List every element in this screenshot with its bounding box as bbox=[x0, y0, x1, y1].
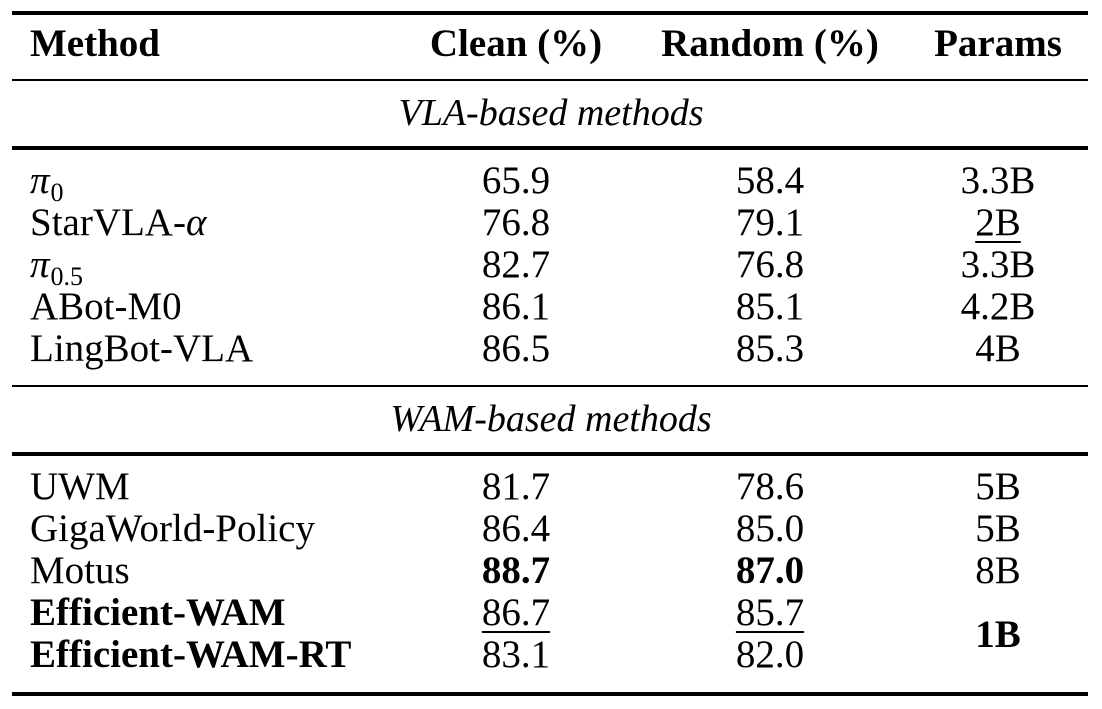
method-cell: π0 bbox=[30, 160, 64, 214]
clean-cell: 86.5 bbox=[481, 327, 551, 370]
header-clean: Clean (%) bbox=[429, 22, 603, 65]
clean-cell: 86.1 bbox=[481, 285, 551, 328]
group-title-wam: WAM-based methods bbox=[390, 398, 712, 440]
clean-cell: 83.1 bbox=[481, 633, 551, 676]
clean-cell: 82.7 bbox=[481, 243, 551, 286]
top-rule bbox=[12, 11, 1088, 15]
method-symbol: π bbox=[30, 243, 50, 286]
clean-cell: 76.8 bbox=[481, 201, 551, 244]
random-cell: 82.0 bbox=[735, 633, 805, 676]
params-cell: 5B bbox=[975, 507, 1021, 550]
params-cell: 4.2B bbox=[960, 285, 1036, 328]
random-cell: 85.7 bbox=[735, 591, 805, 634]
method-symbol: α bbox=[185, 201, 207, 244]
method-cell: StarVLA-α bbox=[30, 202, 206, 244]
header-params: Params bbox=[934, 22, 1062, 65]
method-prefix: StarVLA- bbox=[30, 201, 186, 244]
clean-cell: 65.9 bbox=[481, 159, 551, 202]
random-cell: 79.1 bbox=[735, 201, 805, 244]
random-cell: 85.3 bbox=[735, 327, 805, 370]
bottom-rule bbox=[12, 692, 1088, 696]
method-subscript: 0 bbox=[50, 178, 64, 207]
random-cell: 85.1 bbox=[735, 285, 805, 328]
vla-group-rule bbox=[12, 146, 1088, 150]
method-cell: Efficient-WAM bbox=[30, 591, 286, 634]
clean-cell: 86.4 bbox=[481, 507, 551, 550]
random-cell: 76.8 bbox=[735, 243, 805, 286]
method-cell: ABot-M0 bbox=[30, 285, 182, 328]
clean-cell: 86.7 bbox=[481, 591, 551, 634]
header-method: Method bbox=[30, 22, 160, 65]
mid-rule bbox=[12, 385, 1088, 387]
method-cell: GigaWorld-Policy bbox=[30, 507, 315, 550]
random-cell: 87.0 bbox=[735, 549, 805, 592]
method-cell: Motus bbox=[30, 549, 130, 592]
wam-group-rule bbox=[12, 452, 1088, 456]
group-title-vla: VLA-based methods bbox=[398, 92, 704, 134]
method-cell: UWM bbox=[30, 465, 130, 508]
params-cell: 8B bbox=[975, 549, 1021, 592]
params-cell: 2B bbox=[975, 201, 1021, 244]
method-symbol: π bbox=[30, 159, 50, 202]
clean-cell: 81.7 bbox=[481, 465, 551, 508]
method-cell: LingBot-VLA bbox=[30, 327, 254, 370]
method-subscript: 0.5 bbox=[50, 262, 84, 291]
random-cell: 78.6 bbox=[735, 465, 805, 508]
header-random: Random (%) bbox=[661, 22, 879, 65]
params-cell-merged: 1B bbox=[975, 613, 1021, 656]
random-cell: 58.4 bbox=[735, 159, 805, 202]
random-cell: 85.0 bbox=[735, 507, 805, 550]
params-cell: 5B bbox=[975, 465, 1021, 508]
method-cell: Efficient-WAM-RT bbox=[30, 633, 352, 676]
header-rule bbox=[12, 79, 1088, 81]
params-cell: 3.3B bbox=[960, 243, 1036, 286]
method-cell: π0.5 bbox=[30, 244, 83, 298]
clean-cell: 88.7 bbox=[481, 549, 551, 592]
params-cell: 3.3B bbox=[960, 159, 1036, 202]
params-cell: 4B bbox=[975, 327, 1021, 370]
